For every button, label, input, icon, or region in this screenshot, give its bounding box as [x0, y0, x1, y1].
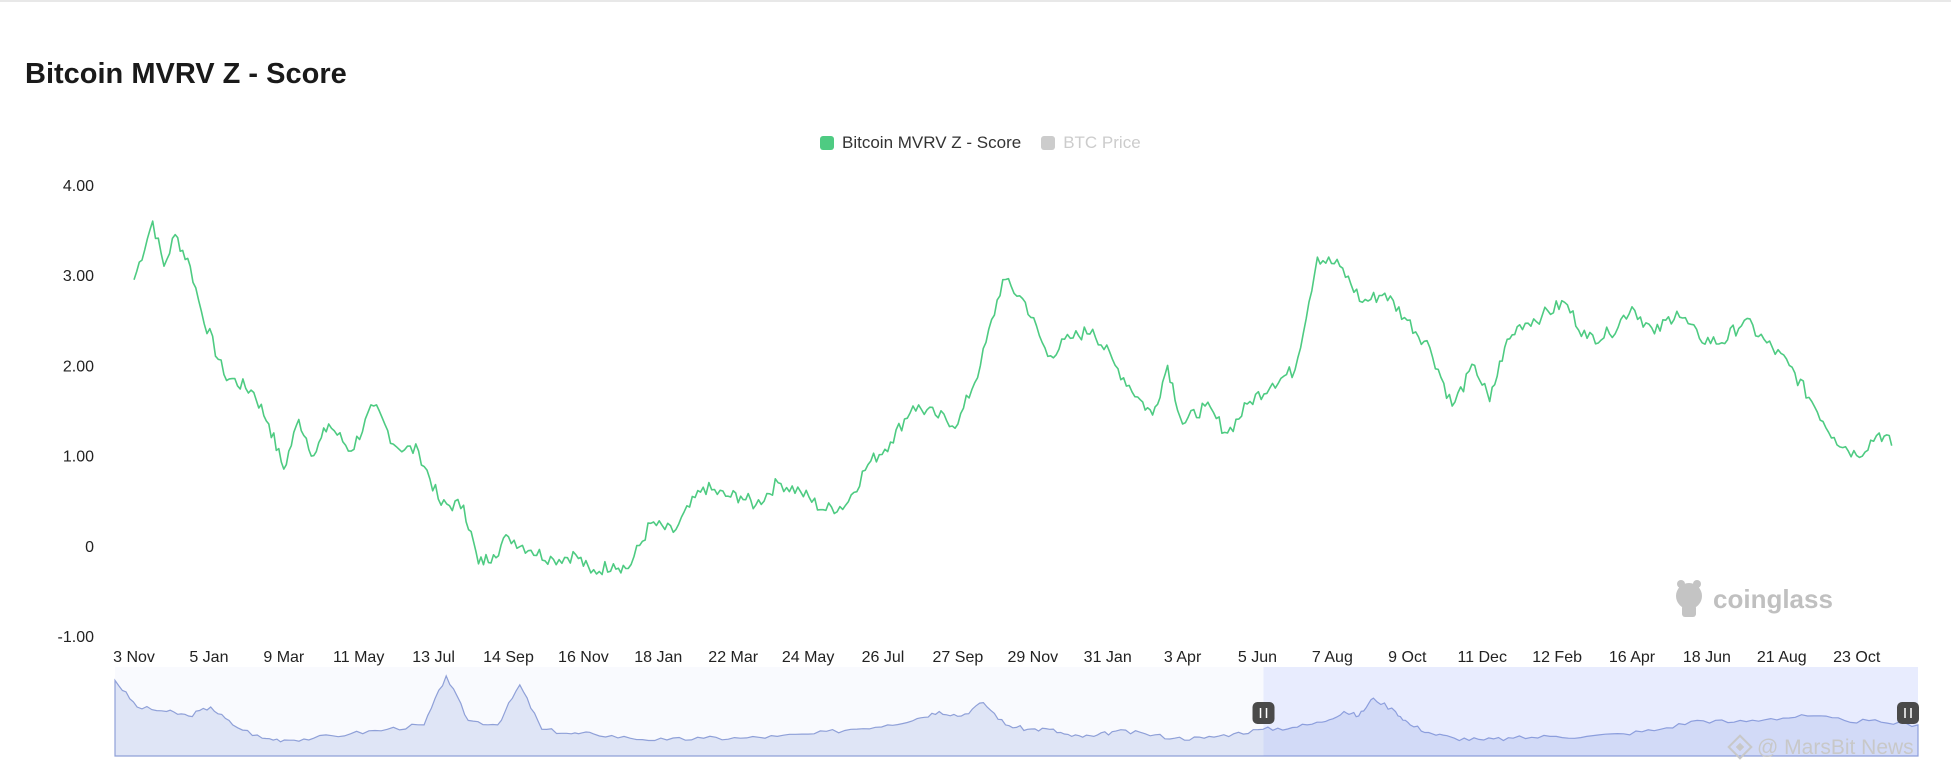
y-tick-label: 3.00 [63, 268, 94, 285]
legend-label-btc-price: BTC Price [1063, 133, 1141, 152]
x-tick-label: 22 Mar [708, 649, 758, 666]
x-tick-label: 5 Jan [189, 649, 228, 666]
x-tick-label: 11 May [333, 649, 384, 666]
y-tick-label: -1.00 [58, 629, 95, 646]
x-tick-label: 11 Dec [1457, 649, 1507, 666]
chart-title: Bitcoin MVRV Z - Score [25, 58, 347, 90]
x-tick-label: 21 Aug [1757, 649, 1807, 666]
x-tick-label: 31 Jan [1084, 649, 1132, 666]
x-tick-label: 18 Jun [1683, 649, 1731, 666]
coinglass-logo-icon [1676, 580, 1702, 617]
navigator-handle-right[interactable] [1897, 702, 1919, 724]
x-tick-label: 9 Mar [263, 649, 305, 666]
legend-swatch-mvrv [820, 136, 834, 150]
x-tick-label: 27 Sep [933, 649, 984, 666]
legend-item-btc-price[interactable]: BTC Price [1041, 133, 1141, 153]
series-line-mvrv [133, 220, 1893, 576]
navigator-area [114, 674, 1919, 757]
x-tick-label: 3 Nov [113, 649, 155, 666]
y-tick-label: 0 [85, 539, 94, 556]
legend-item-mvrv[interactable]: Bitcoin MVRV Z - Score [820, 133, 1021, 153]
coinglass-watermark: coinglass [1676, 580, 1833, 617]
y-axis: 4.00 3.00 2.00 1.00 0 -1.00 [58, 178, 95, 646]
x-tick-label: 26 Jul [862, 649, 905, 666]
legend-swatch-btc-price [1041, 136, 1056, 150]
x-tick-label: 12 Feb [1532, 649, 1582, 666]
navigator-handle-left[interactable] [1252, 702, 1275, 724]
navigator-selection[interactable] [1263, 667, 1918, 756]
x-tick-label: 23 Oct [1833, 649, 1881, 666]
credit-text: @ MarsBit News [1757, 736, 1914, 759]
navigator[interactable] [114, 667, 1919, 757]
legend-label-mvrv: Bitcoin MVRV Z - Score [842, 133, 1022, 152]
x-tick-label: 7 Aug [1312, 649, 1353, 666]
x-tick-label: 9 Oct [1388, 649, 1427, 666]
watermark-text: coinglass [1713, 584, 1833, 614]
marsbit-credit: @ MarsBit News [1727, 734, 1914, 760]
x-tick-label: 18 Jan [634, 649, 682, 666]
x-tick-label: 14 Sep [483, 649, 534, 666]
x-tick-label: 16 Apr [1609, 649, 1656, 666]
x-tick-label: 16 Nov [558, 649, 609, 666]
x-tick-label: 5 Jun [1238, 649, 1277, 666]
y-tick-label: 1.00 [63, 449, 94, 466]
x-tick-label: 29 Nov [1007, 649, 1058, 666]
y-tick-label: 2.00 [63, 358, 94, 375]
x-tick-label: 24 May [782, 649, 834, 666]
x-tick-label: 3 Apr [1164, 649, 1202, 666]
x-axis: 3 Nov 5 Jan 9 Mar 11 May 13 Jul 14 Sep 16 Nov 1… [113, 649, 1881, 666]
x-tick-label: 13 Jul [412, 649, 455, 666]
top-border [0, 0, 1951, 2]
legend: Bitcoin MVRV Z - Score BTC Price [820, 133, 1161, 153]
y-tick-label: 4.00 [63, 178, 94, 195]
